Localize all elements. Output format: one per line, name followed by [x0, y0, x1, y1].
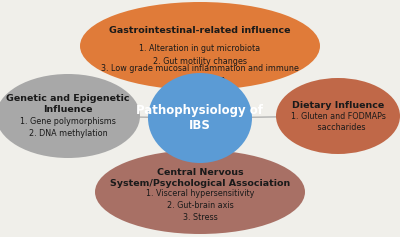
Text: 1. Gene polymorphisms: 1. Gene polymorphisms	[20, 117, 116, 126]
Text: Genetic and Epigenetic
Influence: Genetic and Epigenetic Influence	[6, 94, 130, 114]
Text: Pathophysiology of
IBS: Pathophysiology of IBS	[136, 104, 264, 132]
Ellipse shape	[0, 74, 140, 158]
Ellipse shape	[80, 2, 320, 90]
Text: Gastrointestinal-related influence: Gastrointestinal-related influence	[109, 26, 291, 35]
Text: 2. Gut motility changes: 2. Gut motility changes	[153, 56, 247, 65]
Text: Central Nervous
System/Psychological Association: Central Nervous System/Psychological Ass…	[110, 168, 290, 188]
Text: 1. Alteration in gut microbiota: 1. Alteration in gut microbiota	[140, 44, 260, 53]
Text: 2. DNA methylation: 2. DNA methylation	[29, 128, 107, 137]
Text: 3. Stress: 3. Stress	[183, 214, 217, 223]
Text: 2. Gut-brain axis: 2. Gut-brain axis	[167, 201, 233, 210]
Text: Dietary Influence: Dietary Influence	[292, 101, 384, 110]
Text: 3. Low grade mucosal inflammation and immune
    activation: 3. Low grade mucosal inflammation and im…	[101, 64, 299, 84]
Text: 1. Visceral hypersensitivity: 1. Visceral hypersensitivity	[146, 190, 254, 199]
Ellipse shape	[276, 78, 400, 154]
Ellipse shape	[148, 73, 252, 163]
Text: 1. Gluten and FODMAPs
   saccharides: 1. Gluten and FODMAPs saccharides	[290, 112, 386, 132]
Ellipse shape	[95, 150, 305, 234]
